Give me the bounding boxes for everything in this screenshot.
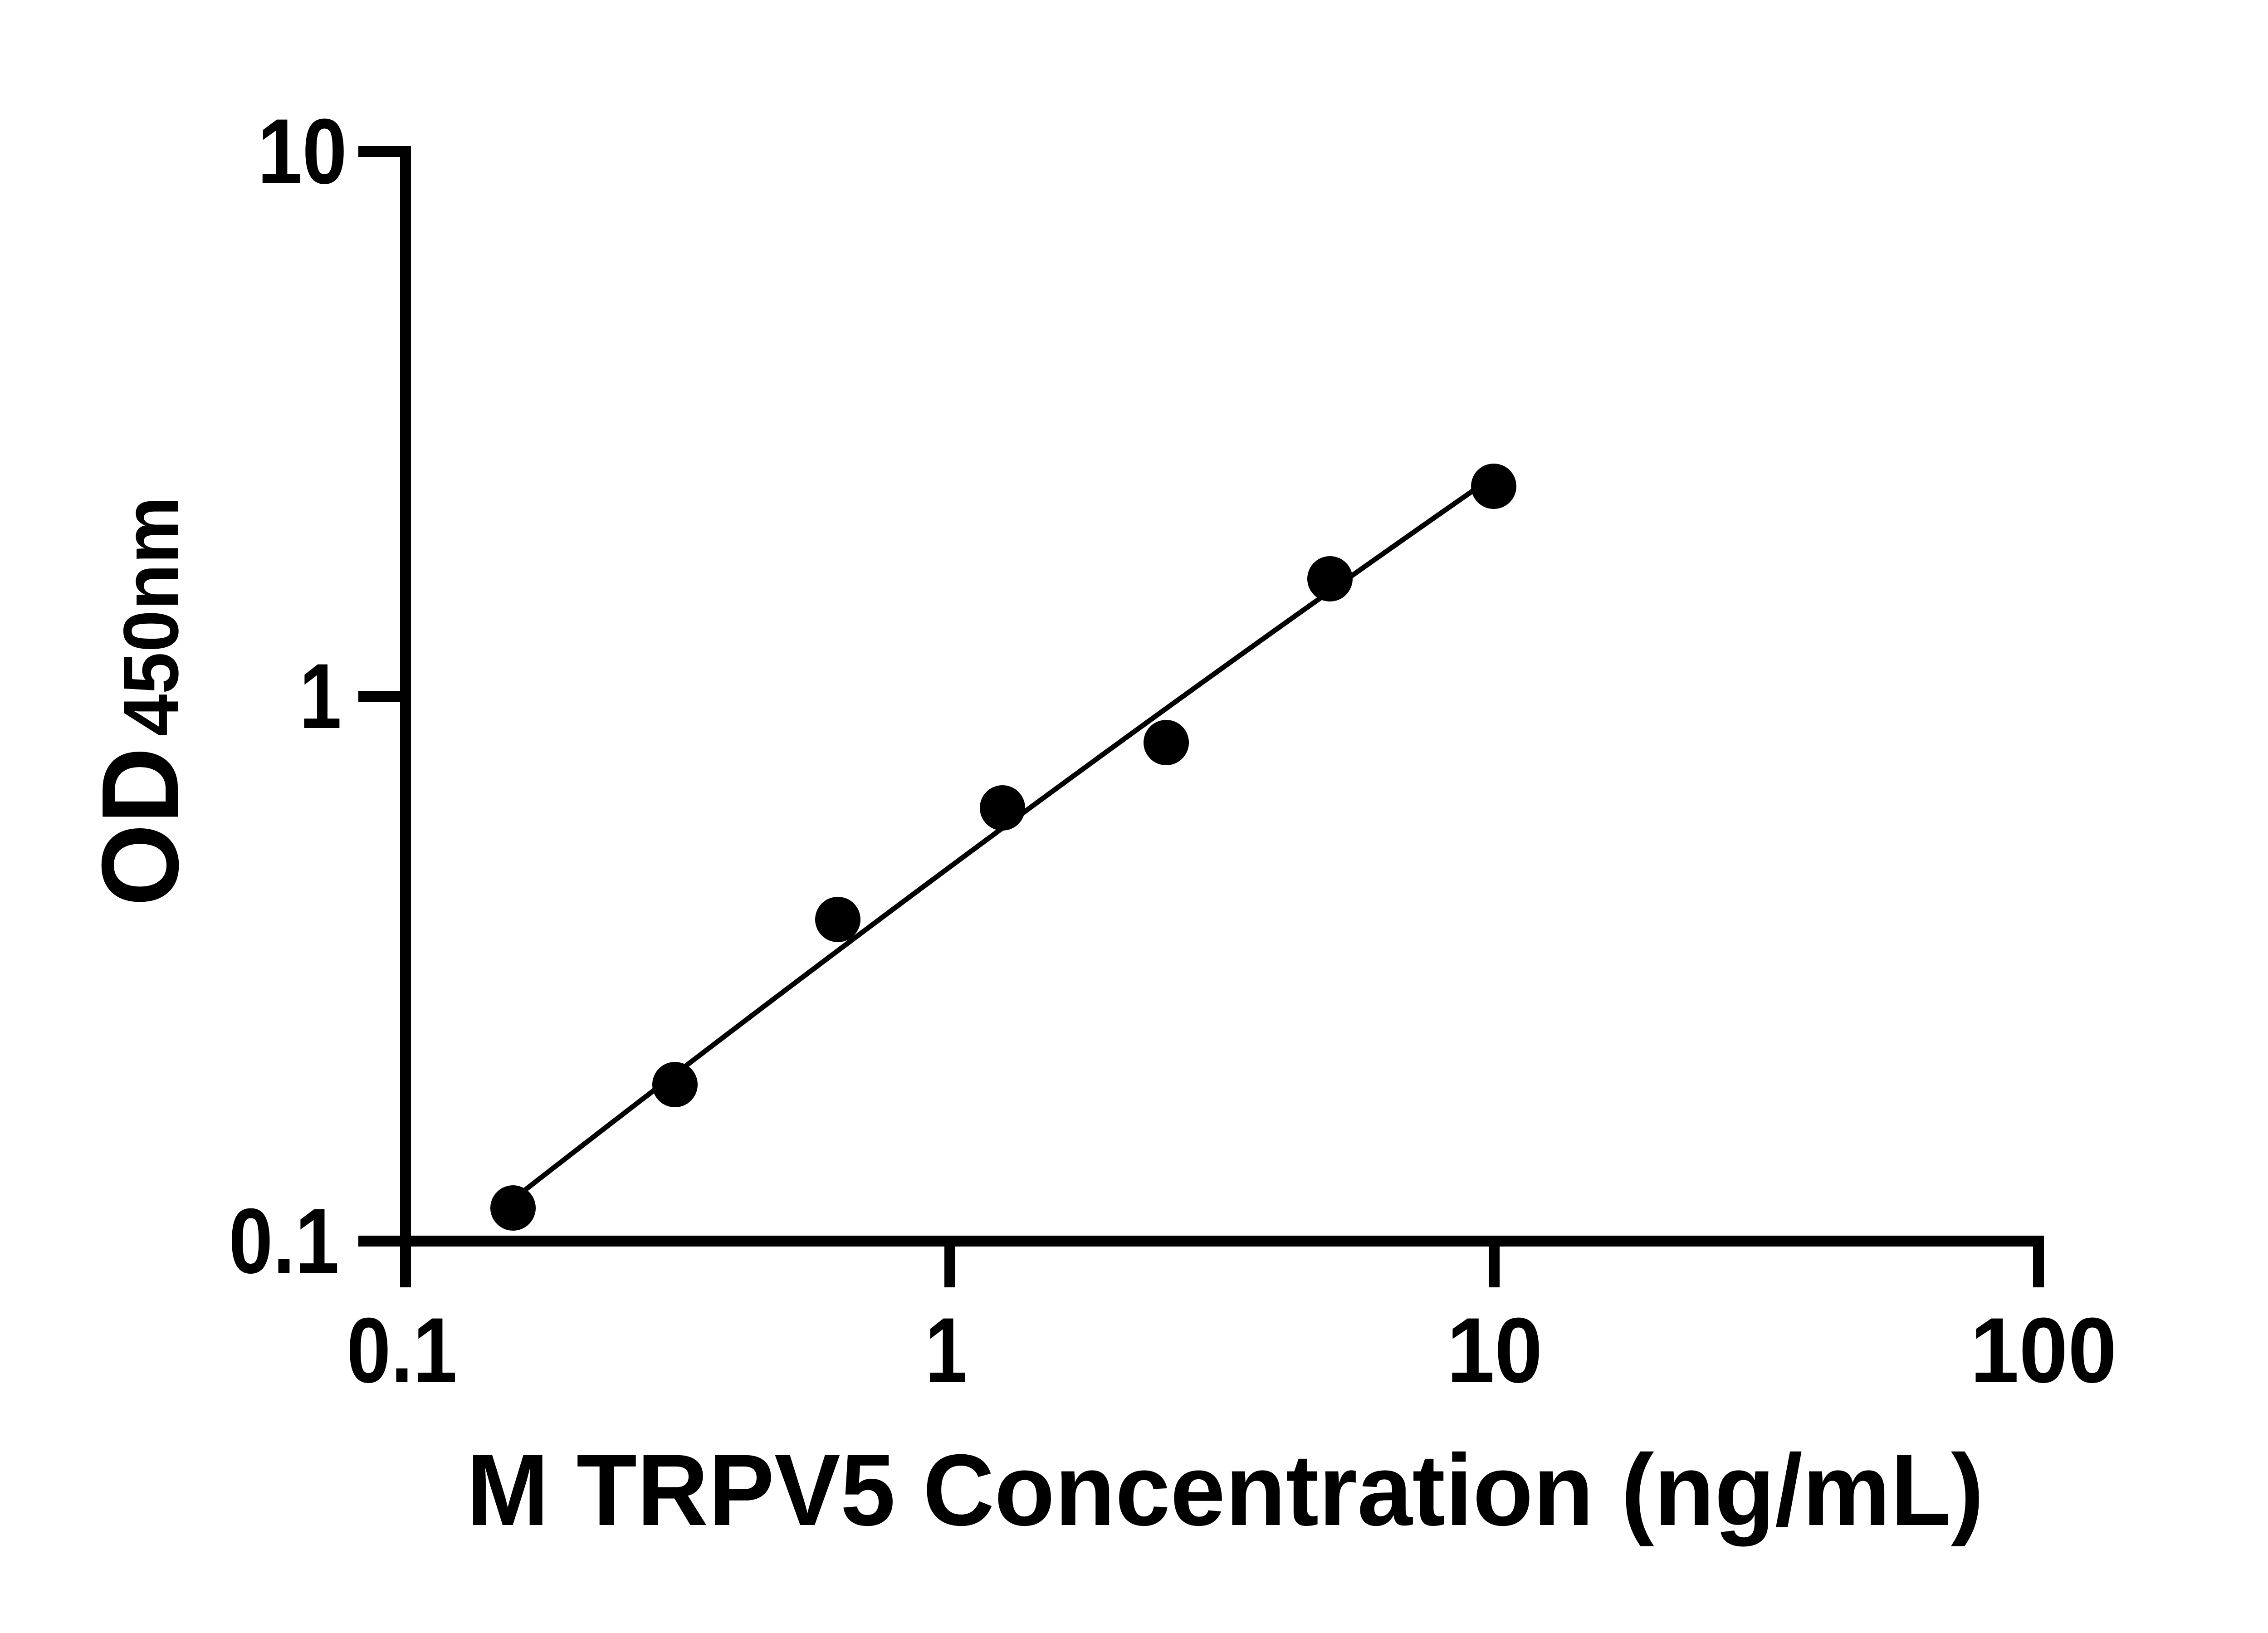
svg-text:1: 1 [299,644,342,748]
svg-text:10: 10 [1447,1299,1542,1402]
svg-text:10: 10 [258,99,347,203]
svg-text:0.1: 0.1 [347,1299,457,1402]
svg-text:M TRPV5 Concentration (ng/mL): M TRPV5 Concentration (ng/mL) [466,1433,1984,1546]
svg-text:OD450nm: OD450nm [79,497,201,906]
svg-text:0.1: 0.1 [229,1190,339,1293]
svg-text:1: 1 [925,1298,967,1402]
svg-text:100: 100 [1970,1299,2116,1402]
